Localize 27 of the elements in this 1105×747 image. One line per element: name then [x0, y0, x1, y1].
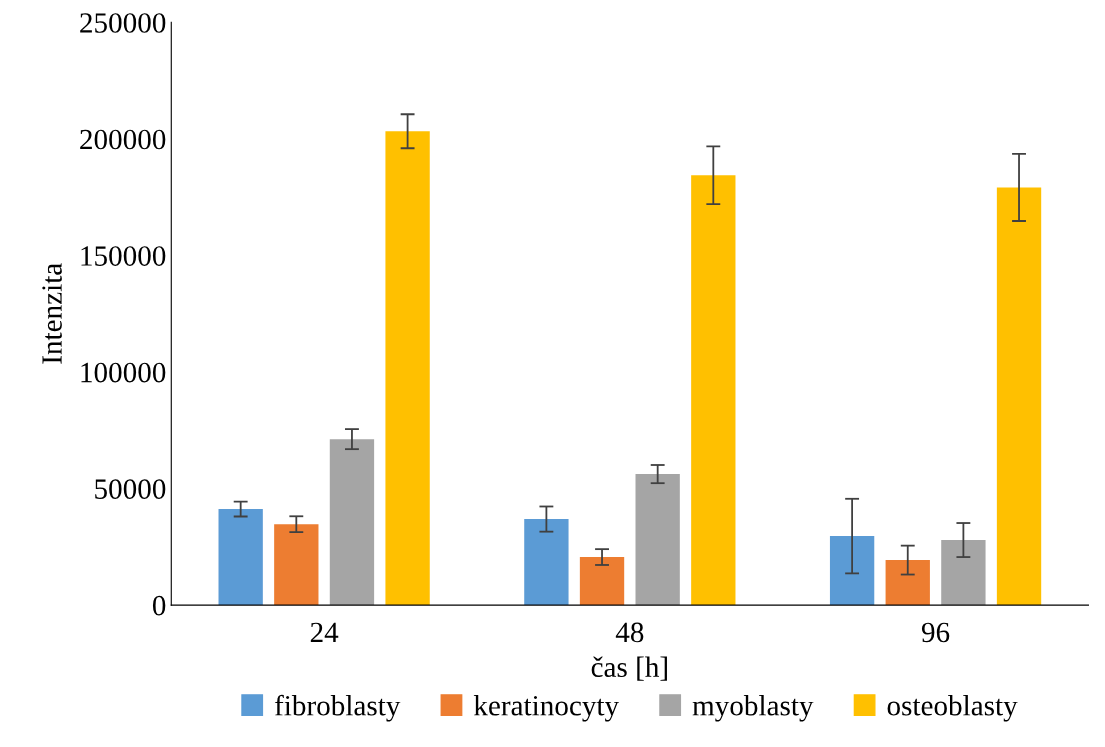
y-tick-label: 150000	[81, 246, 166, 266]
x-tick-label: 48	[615, 622, 644, 643]
bar	[218, 509, 263, 606]
bar	[829, 536, 875, 606]
bar	[274, 524, 319, 606]
legend-label: osteoblasty	[887, 695, 1018, 722]
bar	[885, 560, 930, 606]
bar	[524, 519, 569, 606]
legend-label: fibroblasty	[274, 694, 401, 722]
bar	[579, 557, 625, 606]
bar	[635, 474, 680, 606]
bar	[996, 187, 1042, 606]
y-tick-label: 0	[152, 595, 166, 616]
y-axis-title: Intenzita	[42, 263, 62, 364]
y-tick-label: 200000	[80, 129, 166, 150]
bar	[941, 540, 986, 606]
bar	[691, 175, 736, 606]
legend-label: myoblasty	[692, 695, 814, 722]
bar	[385, 131, 430, 606]
y-tick-label: 100000	[81, 362, 166, 383]
y-tick-label: 50000	[95, 479, 166, 499]
x-axis-title: čas [h]	[591, 656, 667, 681]
legend-label: keratinocyty	[473, 695, 620, 722]
bar	[329, 439, 375, 606]
x-tick-label: 24	[310, 622, 339, 642]
x-tick-label: 96	[921, 622, 950, 643]
y-tick-label: 250000	[80, 13, 166, 33]
